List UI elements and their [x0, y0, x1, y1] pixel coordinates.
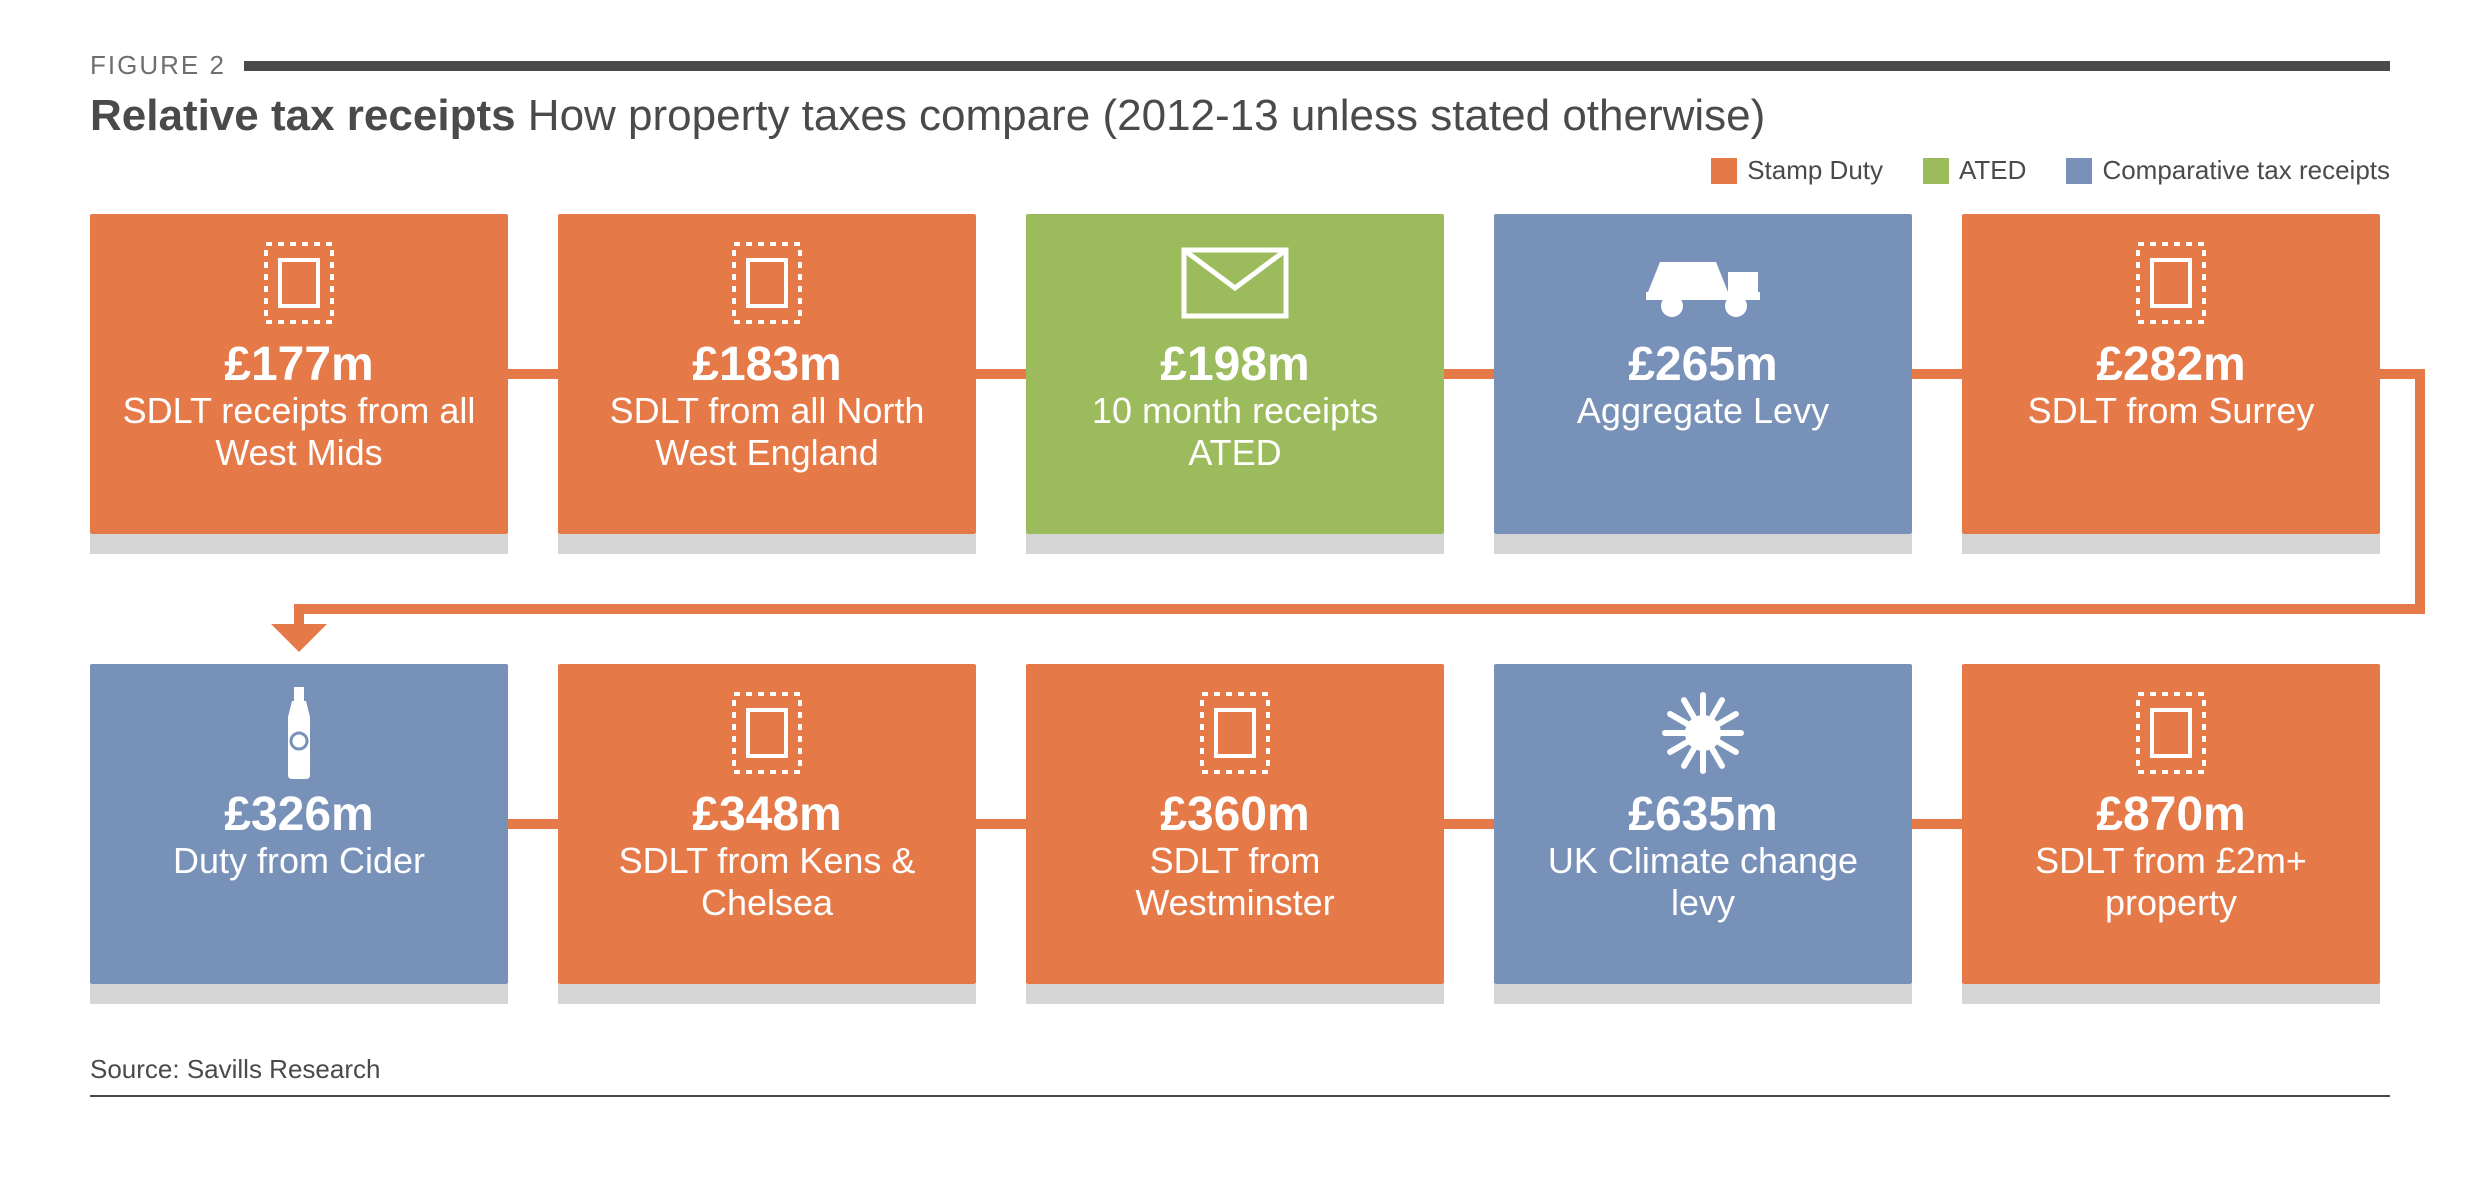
card-description: SDLT from all North West England	[558, 390, 976, 473]
card-baseplate	[558, 534, 976, 554]
card-amount: £265m	[1494, 340, 1912, 390]
tax-card: £177mSDLT receipts from all West Mids	[90, 214, 508, 534]
card-description: Duty from Cider	[90, 840, 508, 881]
legend-label: Comparative tax receipts	[2102, 155, 2390, 186]
tax-card: £326mDuty from Cider	[90, 664, 508, 984]
envelope-icon	[1026, 240, 1444, 326]
legend-swatch	[1711, 158, 1737, 184]
card-baseplate	[1026, 984, 1444, 1004]
tax-card: £265mAggregate Levy	[1494, 214, 1912, 534]
card-baseplate	[1494, 534, 1912, 554]
legend-swatch	[1923, 158, 1949, 184]
card-description: SDLT from Kens & Chelsea	[558, 840, 976, 923]
card-amount: £198m	[1026, 340, 1444, 390]
tax-card: £198m10 month receipts ATED	[1026, 214, 1444, 534]
stamp-icon	[90, 240, 508, 326]
legend-label: Stamp Duty	[1747, 155, 1883, 186]
legend-item: Stamp Duty	[1711, 155, 1883, 186]
bottle-icon	[90, 690, 508, 776]
card-amount: £870m	[1962, 790, 2380, 840]
source: Source: Savills Research	[90, 1054, 2390, 1097]
card-amount: £348m	[558, 790, 976, 840]
card-description: SDLT from Westminster	[1026, 840, 1444, 923]
cards-grid: £177mSDLT receipts from all West Mids £1…	[90, 214, 2390, 984]
figure-label-rule	[244, 61, 2390, 71]
card-description: 10 month receipts ATED	[1026, 390, 1444, 473]
card-baseplate	[1026, 534, 1444, 554]
legend-label: ATED	[1959, 155, 2026, 186]
figure-label-row: FIGURE 2	[90, 50, 2390, 81]
sun-icon	[1494, 690, 1912, 776]
card-amount: £360m	[1026, 790, 1444, 840]
tax-card: £183mSDLT from all North West England	[558, 214, 976, 534]
stamp-icon	[558, 690, 976, 776]
card-amount: £326m	[90, 790, 508, 840]
card-description: UK Climate change levy	[1494, 840, 1912, 923]
figure-title: Relative tax receipts How property taxes…	[90, 91, 2390, 141]
card-description: Aggregate Levy	[1494, 390, 1912, 431]
tax-card: £282mSDLT from Surrey	[1962, 214, 2380, 534]
card-baseplate	[1962, 534, 2380, 554]
tax-card: £360mSDLT from Westminster	[1026, 664, 1444, 984]
card-amount: £177m	[90, 340, 508, 390]
legend-swatch	[2066, 158, 2092, 184]
card-baseplate	[1962, 984, 2380, 1004]
card-amount: £635m	[1494, 790, 1912, 840]
card-amount: £282m	[1962, 340, 2380, 390]
card-baseplate	[90, 984, 508, 1004]
cards-container: £177mSDLT receipts from all West Mids £1…	[90, 214, 2390, 984]
legend-item: ATED	[1923, 155, 2026, 186]
figure-title-rest: How property taxes compare (2012-13 unle…	[516, 91, 1766, 140]
stamp-icon	[1962, 240, 2380, 326]
stamp-icon	[1026, 690, 1444, 776]
card-description: SDLT from £2m+ property	[1962, 840, 2380, 923]
figure-title-bold: Relative tax receipts	[90, 91, 516, 140]
figure-label: FIGURE 2	[90, 50, 226, 81]
card-description: SDLT from Surrey	[1962, 390, 2380, 431]
legend-item: Comparative tax receipts	[2066, 155, 2390, 186]
legend: Stamp Duty ATED Comparative tax receipts	[90, 155, 2390, 186]
tax-card: £348mSDLT from Kens & Chelsea	[558, 664, 976, 984]
card-amount: £183m	[558, 340, 976, 390]
card-baseplate	[90, 534, 508, 554]
tax-card: £870mSDLT from £2m+ property	[1962, 664, 2380, 984]
card-description: SDLT receipts from all West Mids	[90, 390, 508, 473]
stamp-icon	[1962, 690, 2380, 776]
card-baseplate	[1494, 984, 1912, 1004]
card-baseplate	[558, 984, 976, 1004]
tax-card: £635mUK Climate change levy	[1494, 664, 1912, 984]
stamp-icon	[558, 240, 976, 326]
truck-icon	[1494, 240, 1912, 326]
